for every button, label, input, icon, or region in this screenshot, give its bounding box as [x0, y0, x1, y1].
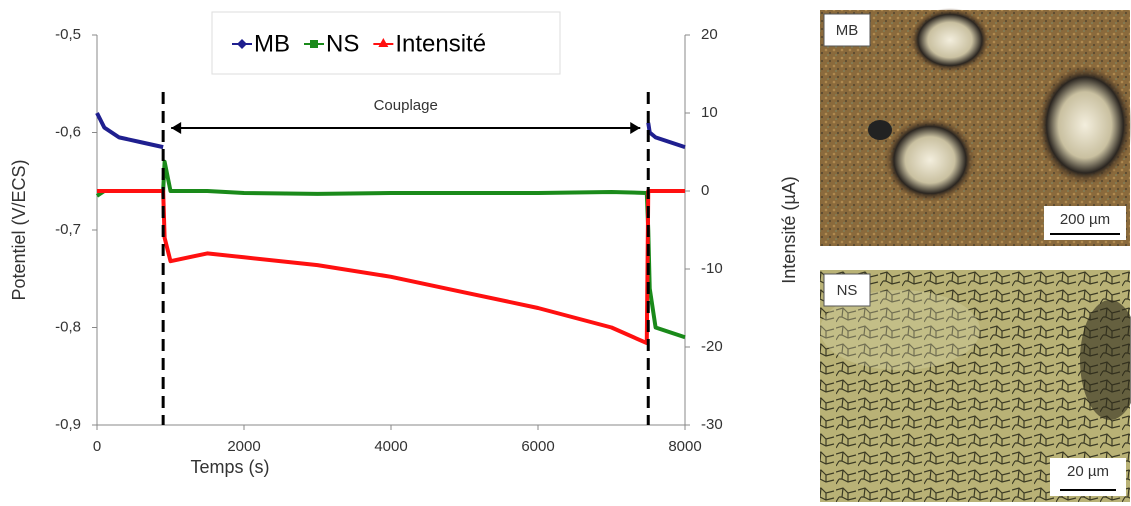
y-tick-label: -0,8	[55, 318, 81, 335]
legend-label: Intensité	[395, 30, 486, 57]
y2-tick-label: 10	[701, 104, 718, 121]
y-tick-label: -0,9	[55, 416, 81, 433]
y2-tick-label: -10	[701, 260, 723, 277]
legend-label: MB	[254, 30, 290, 57]
y-tick-label: -0,7	[55, 221, 81, 238]
x-tick-label: 8000	[668, 438, 701, 455]
legend-marker	[378, 38, 389, 47]
micrograph-mb: MB 200 µm	[820, 8, 1131, 246]
x-tick-label: 0	[93, 438, 101, 455]
series-line	[95, 112, 164, 150]
x-axis-label: Temps (s)	[190, 457, 269, 477]
series-line	[97, 189, 685, 346]
legend-marker	[310, 40, 318, 48]
y-tick-label: -0,5	[55, 26, 81, 43]
series-line	[95, 159, 686, 340]
image-label: NS	[837, 282, 858, 299]
image-label: MB	[836, 22, 859, 39]
legend-label: NS	[326, 30, 359, 57]
x-tick-label: 6000	[521, 438, 554, 455]
scale-label: 200 µm	[1060, 211, 1110, 228]
y-tick-label: -0,6	[55, 123, 81, 140]
annotation: Couplage	[374, 97, 438, 114]
y2-axis-label: Intensité (µA)	[779, 176, 799, 283]
x-tick-label: 2000	[227, 438, 260, 455]
x-tick-label: 4000	[374, 438, 407, 455]
scale-label: 20 µm	[1067, 463, 1109, 480]
y2-tick-label: -20	[701, 338, 723, 355]
y2-tick-label: 20	[701, 26, 718, 43]
y-axis-label: Potentiel (V/ECS)	[9, 159, 29, 300]
y2-tick-label: 0	[701, 182, 709, 199]
y2-tick-label: -30	[701, 416, 723, 433]
micrograph-ns: NS 20 µm	[820, 270, 1131, 502]
legend-marker	[237, 39, 247, 49]
series-line	[646, 122, 686, 150]
